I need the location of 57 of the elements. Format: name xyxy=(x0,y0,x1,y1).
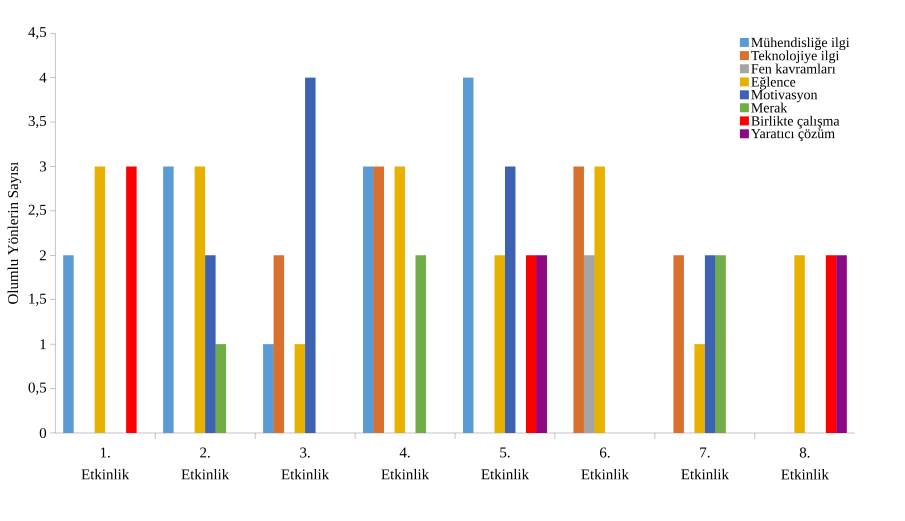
y-tick-label: 1 xyxy=(40,339,46,349)
bar xyxy=(416,255,426,433)
bar xyxy=(794,255,805,433)
bar xyxy=(715,255,726,433)
bar xyxy=(826,255,836,433)
legend-label: Teknolojiye ilgi xyxy=(751,50,840,64)
x-tick-label: 3. Etkinlik xyxy=(281,447,330,480)
x-tick-label: 2. Etkinlik xyxy=(181,447,230,480)
y-tick-label: 2,5 xyxy=(28,204,46,217)
bar xyxy=(305,78,316,433)
y-tick-label: 0,5 xyxy=(28,382,46,395)
y-tick-label: 4,5 xyxy=(28,27,46,40)
bar xyxy=(463,78,474,433)
bar xyxy=(194,166,206,433)
bar xyxy=(374,166,384,433)
bar xyxy=(504,166,516,433)
legend-label: Fen kavramları xyxy=(751,64,836,74)
x-tick-label: 4. Etkinlik xyxy=(381,447,430,480)
y-axis-title: Olumlu Yönlerin Sayısı xyxy=(8,162,22,304)
bar xyxy=(263,344,274,433)
y-tick-label: 1,5 xyxy=(29,294,46,306)
bar xyxy=(94,166,106,433)
bar xyxy=(216,344,226,433)
bar xyxy=(274,255,284,433)
bar xyxy=(394,166,406,433)
bar xyxy=(294,344,306,433)
y-tick-label: 3 xyxy=(40,161,46,172)
x-tick-label: 6. Etkinlik xyxy=(581,447,630,480)
x-tick-label: 8. Etkinlik xyxy=(781,447,829,480)
bar xyxy=(163,166,174,433)
bar xyxy=(363,166,374,433)
bar xyxy=(573,166,584,433)
y-tick-label: 4 xyxy=(39,72,46,82)
bar xyxy=(536,255,547,433)
bar xyxy=(126,166,137,433)
legend-label: Yaratıcı çözüm xyxy=(751,128,835,141)
bar xyxy=(494,255,505,433)
y-tick-label: 3,5 xyxy=(28,116,46,128)
x-tick-label: 1. Etkinlik xyxy=(82,447,130,480)
y-tick-label: 0 xyxy=(40,428,46,438)
y-tick-label: 2 xyxy=(40,250,46,260)
bar xyxy=(63,255,74,433)
bar xyxy=(673,255,684,433)
legend-label: Merak xyxy=(751,102,788,112)
bar xyxy=(526,255,536,433)
bar xyxy=(594,166,605,433)
legend-label: Motivasyon xyxy=(751,90,818,102)
bar xyxy=(836,255,847,433)
x-tick-label: 5. Etkinlik xyxy=(481,447,530,480)
legend-label: Eğlence xyxy=(751,76,796,90)
bar xyxy=(205,255,216,433)
bar xyxy=(584,255,594,433)
legend-label: Mühendisliğe ilgi xyxy=(751,37,850,50)
bar xyxy=(704,255,716,433)
x-tick-label: 7. Etkinlik xyxy=(681,447,729,480)
bar xyxy=(694,344,705,433)
legend-label: Birlikte çalışma xyxy=(751,116,840,128)
